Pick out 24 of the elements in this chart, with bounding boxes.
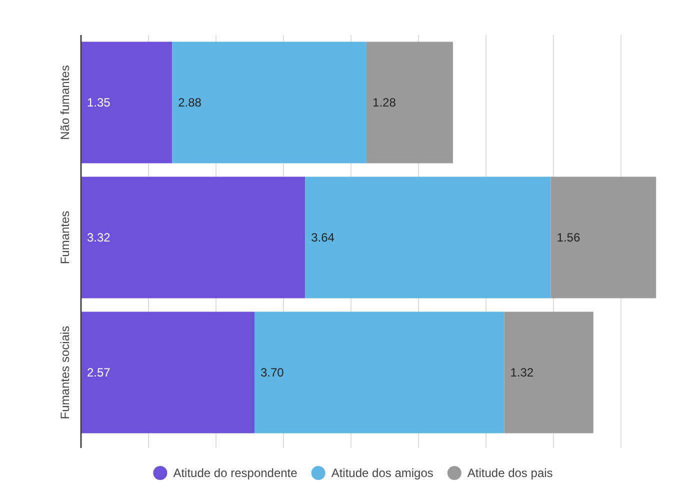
data-label: 1.28 [372, 96, 396, 110]
bar [172, 42, 367, 164]
y-tick-label: Fumantes sociais [58, 326, 72, 420]
bar [254, 312, 504, 434]
bar [81, 42, 172, 164]
bar [81, 312, 254, 434]
data-label: 3.70 [260, 366, 284, 380]
data-label: 1.35 [87, 96, 111, 110]
legend-label: Atitude dos amigos [331, 466, 434, 480]
legend-label: Atitude dos pais [467, 466, 553, 480]
bar [81, 176, 306, 298]
data-label: 2.88 [178, 96, 202, 110]
data-label: 3.64 [311, 230, 335, 245]
data-label: 2.57 [87, 366, 111, 380]
bar [305, 176, 551, 298]
bar [504, 312, 594, 434]
data-label: 3.32 [87, 230, 111, 245]
bar [550, 176, 656, 298]
bar [366, 42, 453, 164]
data-label: 1.32 [510, 366, 534, 380]
data-label: 1.56 [556, 230, 580, 245]
y-tick-label: Não fumantes [58, 65, 72, 140]
legend-label: Atitude do respondente [173, 466, 298, 480]
y-tick-label: Fumantes [58, 210, 72, 264]
